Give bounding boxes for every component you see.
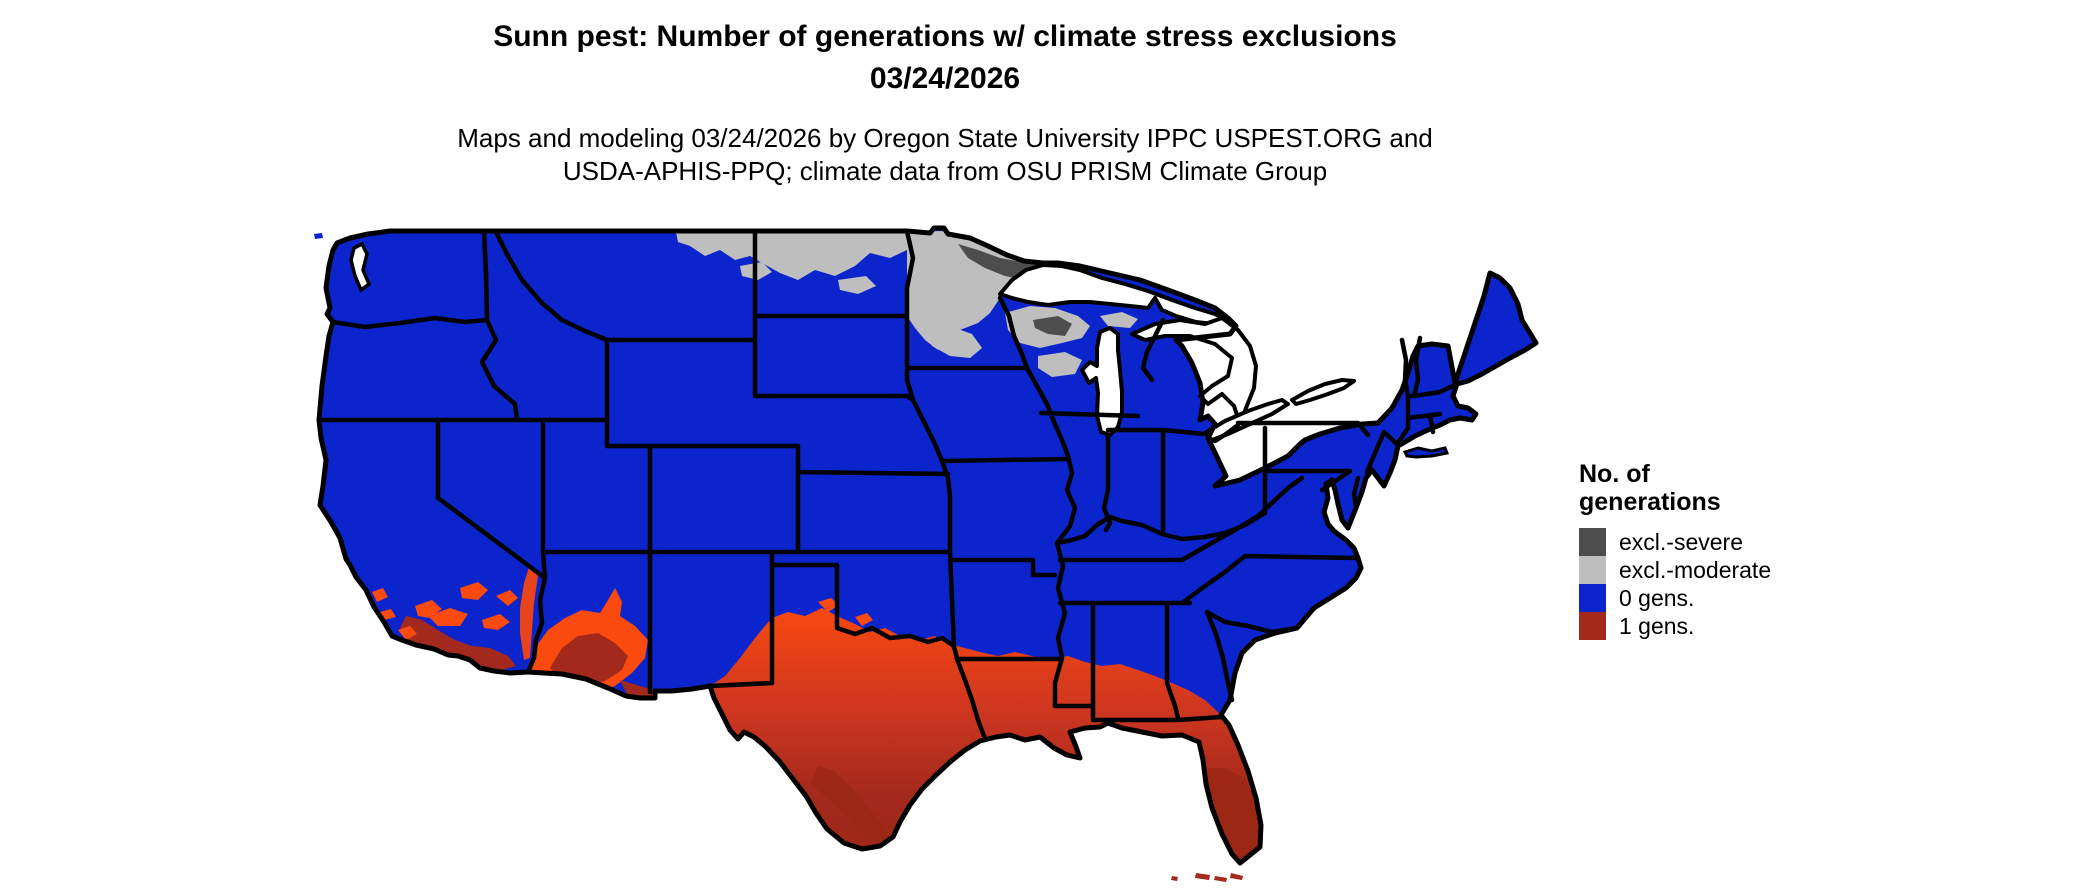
- warm-deep-south-texas: [810, 766, 893, 846]
- warm-deep-south-florida: [1205, 768, 1261, 860]
- legend-title: No. of generations: [1579, 460, 1879, 516]
- legend-swatch-excl-severe: [1579, 528, 1606, 556]
- us-generations-map: [310, 228, 1565, 890]
- warm-region-arizona-core: [550, 633, 628, 686]
- map-subtitle: Maps and modeling 03/24/2026 by Oregon S…: [0, 122, 1890, 188]
- great-lakes: [998, 263, 1356, 442]
- legend-item-excl-severe: excl.-severe: [1579, 528, 1879, 556]
- legend-label-1-gens: 1 gens.: [1619, 612, 1695, 639]
- state-borders: [316, 228, 1493, 739]
- map-title-date: 03/24/2026: [869, 62, 1021, 95]
- map-subtitle-line1: Maps and modeling 03/24/2026 by Oregon S…: [457, 123, 1433, 153]
- legend-swatch-excl-moderate: [1579, 556, 1606, 584]
- puget-sound: [349, 241, 372, 293]
- warm-region-central-coast-specks: [372, 588, 442, 640]
- legend-title-line1: No. of: [1579, 460, 1650, 488]
- legend-swatch-0-gens: [1579, 584, 1606, 612]
- us-map-svg: [314, 228, 1565, 882]
- lake-ontario: [1290, 378, 1356, 406]
- lake-huron: [1130, 316, 1258, 426]
- legend-label-0-gens: 0 gens.: [1619, 584, 1695, 611]
- map-subtitle-line2: USDA-APHIS-PPQ; climate data from OSU PR…: [562, 156, 1328, 186]
- lake-michigan: [1080, 326, 1124, 437]
- map-title: Sunn pest: Number of generations w/ clim…: [0, 16, 1890, 100]
- vancouver-island-speck: [314, 233, 323, 239]
- long-island: [1402, 446, 1450, 459]
- legend-swatch-1-gens: [1579, 612, 1606, 640]
- legend-label-excl-moderate: excl.-moderate: [1619, 556, 1772, 583]
- warm-region-colorado-river: [520, 564, 538, 660]
- warm-region-socal-coast: [400, 616, 516, 671]
- legend-label-excl-severe: excl.-severe: [1619, 528, 1743, 555]
- legend-item-excl-moderate: excl.-moderate: [1579, 556, 1879, 584]
- legend-title-line2: generations: [1579, 488, 1721, 516]
- warm-region-socal-inland-orange: [428, 582, 518, 630]
- map-title-line1: Sunn pest: Number of generations w/ clim…: [493, 20, 1397, 53]
- legend-item-1-gens: 1 gens.: [1579, 612, 1879, 640]
- legend-item-0-gens: 0 gens.: [1579, 584, 1879, 612]
- legend: No. of generations excl.-severe excl.-mo…: [1579, 460, 1879, 640]
- florida-keys: [1171, 873, 1243, 882]
- warm-speckle-oklahoma: [818, 598, 873, 626]
